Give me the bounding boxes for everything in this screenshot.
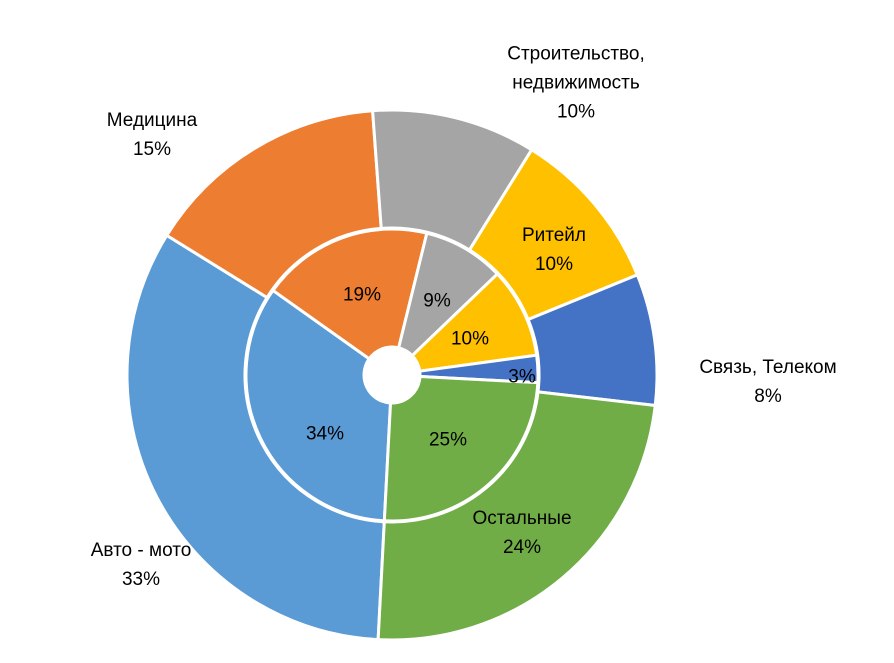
doughnut-slice [410,271,539,373]
value-label: 24% [502,537,542,558]
data-label: Ритейл 10% [494,221,614,279]
data-label: Авто - мото 33% [41,536,241,594]
data-label: Строительство, недвижимость 10% [476,40,676,127]
category-label: Медицина [106,110,198,131]
doughnut-slice [382,374,540,523]
doughnut-slice [396,231,500,358]
value-label: 10% [556,101,596,123]
value-label: 10% [450,328,490,350]
value-label: 19% [342,284,382,306]
value-label: 9% [423,290,451,312]
category-label: Ритейл [521,225,587,246]
data-label: Связь, Телеком 8% [653,353,883,411]
category-label: Связь, Телеком [699,357,837,378]
data-label: 19% [343,281,381,310]
data-label: Медицина 15% [52,106,252,164]
value-label: 34% [305,423,345,445]
value-label: 10% [534,254,574,275]
value-label: 25% [428,429,468,451]
data-label: 25% [429,426,467,455]
category-label: Остальные [472,508,572,529]
value-label: 3% [508,366,536,388]
category-label: Строительство, недвижимость [507,43,645,94]
value-label: 15% [132,139,172,160]
doughnut-slice [270,227,429,361]
value-label: 33% [121,569,161,590]
data-label: 3% [508,363,535,392]
data-label: 34% [306,420,344,449]
data-label: 10% [451,325,489,354]
data-label: 9% [423,287,450,316]
data-label: Остальные 24% [442,504,602,562]
doughnut-slice [244,288,393,523]
value-label: 8% [754,386,782,407]
category-label: Авто - мото [90,540,192,561]
